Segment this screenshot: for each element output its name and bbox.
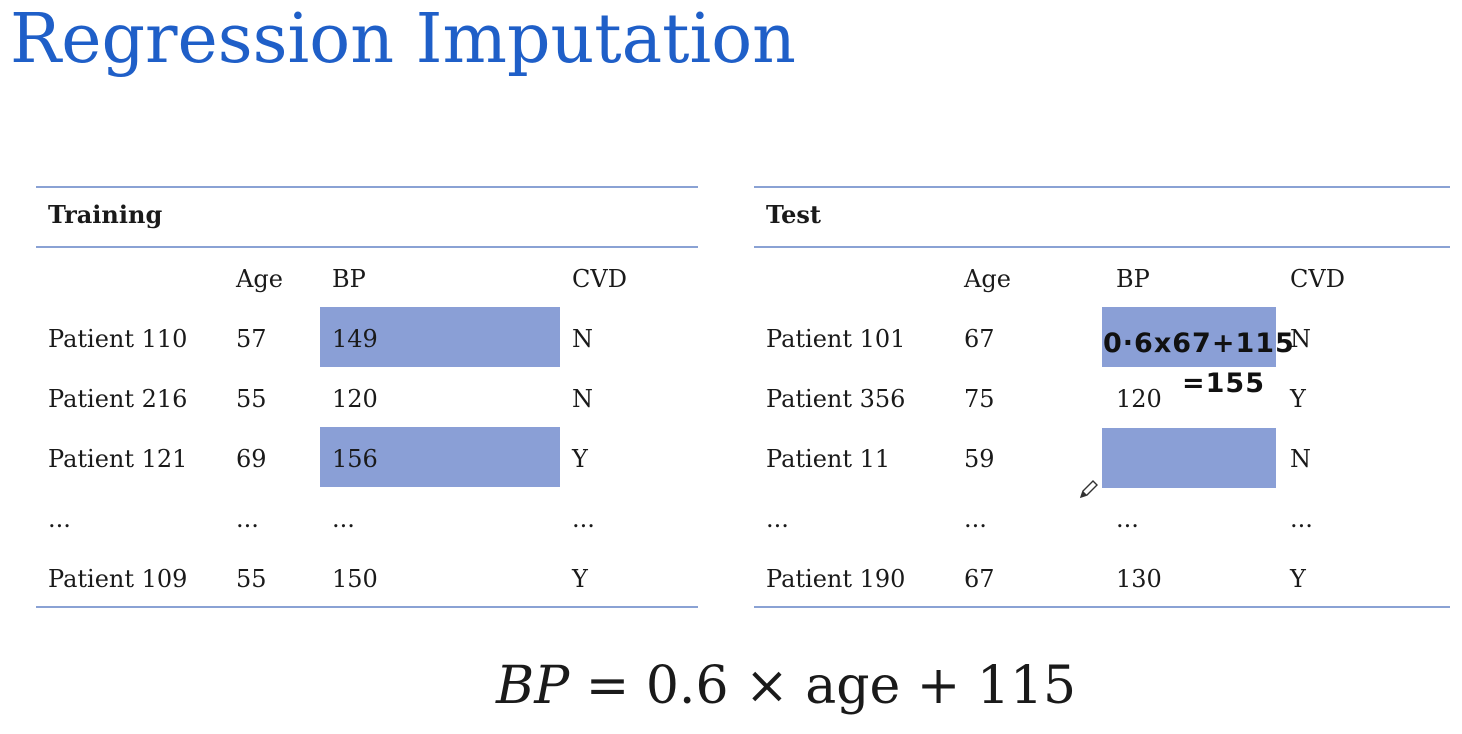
handwritten-result: =155: [1182, 368, 1265, 399]
cvd-cell: ...: [1290, 505, 1313, 533]
age-cell: 67: [964, 325, 995, 353]
handwritten-calculation: 0·6x67+115: [1103, 328, 1295, 359]
patient-cell: Patient 216: [48, 385, 188, 413]
bp-cell: 149: [332, 325, 378, 353]
cvd-cell: N: [572, 385, 593, 413]
formula-coefficient: 0.6: [645, 656, 729, 716]
column-header-bp: BP: [1116, 265, 1150, 293]
formula-equals: =: [585, 656, 630, 716]
bp-cell: 130: [1116, 565, 1162, 593]
bp-highlight: [320, 307, 560, 367]
bp-cell: 150: [332, 565, 378, 593]
cvd-cell: Y: [572, 445, 588, 473]
patient-cell: Patient 110: [48, 325, 188, 353]
age-cell: 57: [236, 325, 267, 353]
age-cell: 67: [964, 565, 995, 593]
slide-title: Regression Imputation: [10, 0, 796, 79]
patient-cell: Patient 101: [766, 325, 906, 353]
table-bottom-rule: [36, 606, 698, 608]
bp-cell: ...: [332, 505, 355, 533]
bp-highlight: [320, 427, 560, 487]
bp-cell: 156: [332, 445, 378, 473]
age-cell: ...: [964, 505, 987, 533]
formula-constant: 115: [976, 656, 1077, 716]
bp-missing-highlight: [1102, 428, 1276, 488]
patient-cell: Patient 109: [48, 565, 188, 593]
table-top-rule: [36, 186, 698, 188]
age-cell: 69: [236, 445, 267, 473]
formula-variable: age: [805, 656, 901, 716]
cvd-cell: ...: [572, 505, 595, 533]
age-cell: ...: [236, 505, 259, 533]
training-label: Training: [48, 200, 163, 229]
table-bottom-rule: [754, 606, 1450, 608]
column-header-bp: BP: [332, 265, 366, 293]
cvd-cell: Y: [1290, 565, 1306, 593]
patient-cell: Patient 356: [766, 385, 906, 413]
table-header-rule: [754, 246, 1450, 248]
test-label: Test: [766, 200, 821, 229]
column-header-cvd: CVD: [1290, 265, 1345, 293]
cvd-cell: Y: [572, 565, 588, 593]
column-header-cvd: CVD: [572, 265, 627, 293]
column-header-age: Age: [964, 265, 1011, 293]
formula-times: ×: [745, 656, 789, 716]
age-cell: 55: [236, 385, 267, 413]
column-header-age: Age: [236, 265, 283, 293]
pen-cursor-icon: [1079, 480, 1098, 499]
bp-missing-highlight: [1102, 307, 1276, 367]
patient-cell: Patient 11: [766, 445, 891, 473]
bp-cell: 120: [332, 385, 378, 413]
bp-cell: 120: [1116, 385, 1162, 413]
patient-cell: Patient 190: [766, 565, 906, 593]
cvd-cell: N: [1290, 445, 1311, 473]
table-top-rule: [754, 186, 1450, 188]
patient-cell: ...: [48, 505, 71, 533]
age-cell: 55: [236, 565, 267, 593]
table-header-rule: [36, 246, 698, 248]
formula-lhs: BP: [496, 656, 570, 716]
age-cell: 59: [964, 445, 995, 473]
patient-cell: ...: [766, 505, 789, 533]
cvd-cell: N: [1290, 325, 1311, 353]
patient-cell: Patient 121: [48, 445, 188, 473]
age-cell: 75: [964, 385, 995, 413]
cvd-cell: Y: [1290, 385, 1306, 413]
bp-cell: ...: [1116, 505, 1139, 533]
formula-plus: +: [916, 656, 961, 716]
regression-formula: BP = 0.6 × age + 115: [496, 656, 1076, 716]
cvd-cell: N: [572, 325, 593, 353]
